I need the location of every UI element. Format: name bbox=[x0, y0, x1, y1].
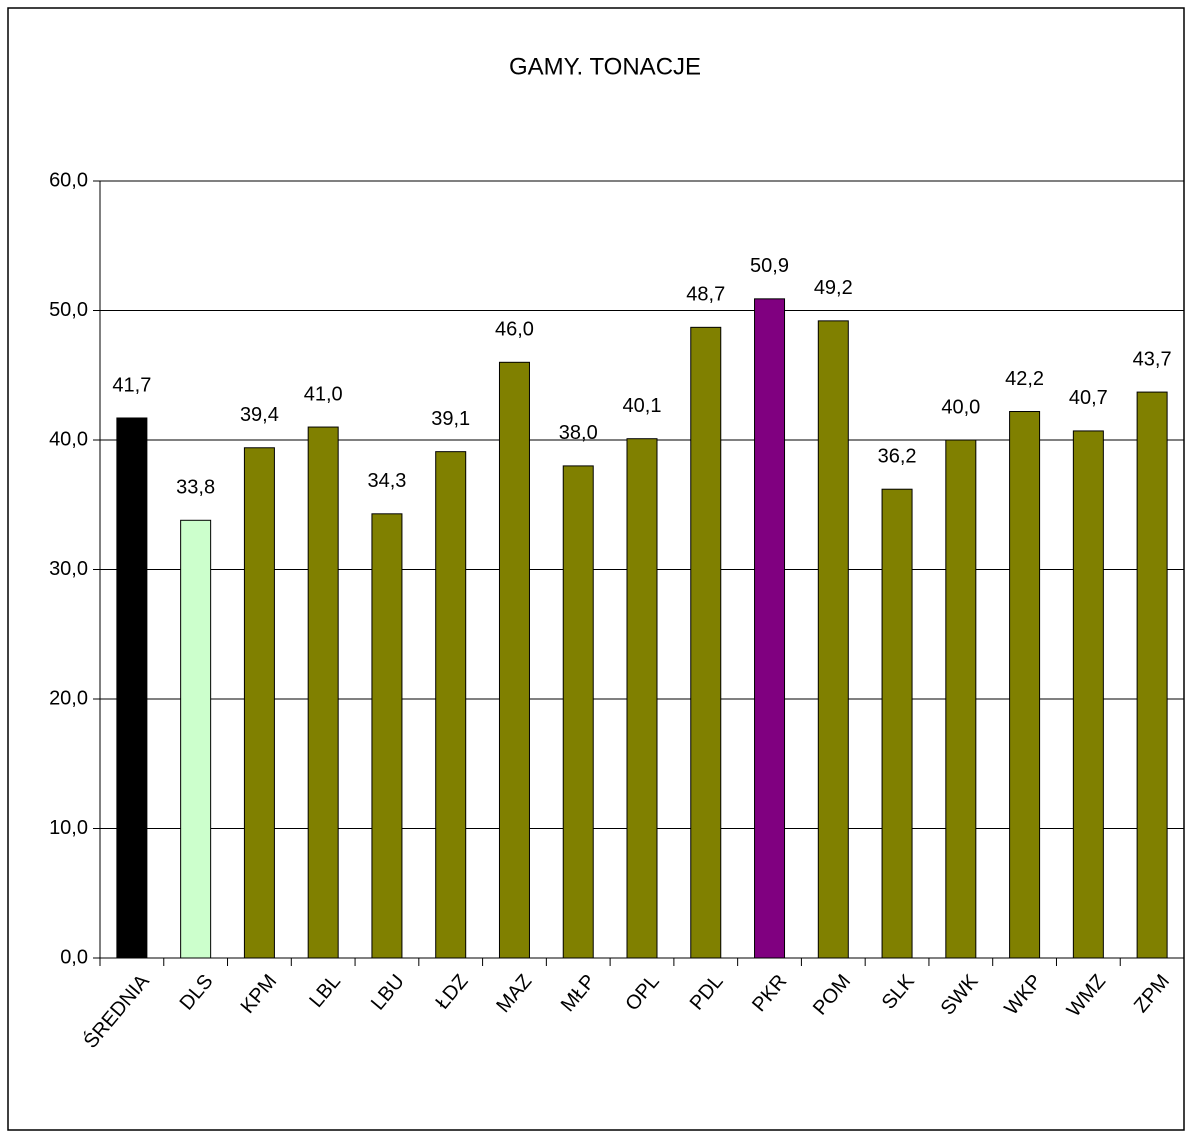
y-tick-label: 20,0 bbox=[49, 687, 88, 709]
bar bbox=[1136, 391, 1168, 959]
data-label: 49,2 bbox=[814, 277, 853, 299]
y-tick-label: 60,0 bbox=[49, 169, 88, 191]
data-label: 33,8 bbox=[176, 477, 215, 499]
bar bbox=[116, 417, 148, 959]
y-tick-label: 50,0 bbox=[49, 299, 88, 321]
data-label: 39,4 bbox=[240, 404, 279, 426]
data-label: 40,0 bbox=[941, 396, 980, 418]
bar bbox=[498, 361, 530, 959]
bar bbox=[307, 426, 339, 959]
data-label: 48,7 bbox=[686, 284, 725, 306]
data-label: 42,2 bbox=[1005, 368, 1044, 390]
data-label: 43,7 bbox=[1133, 348, 1172, 370]
data-label: 41,7 bbox=[112, 374, 151, 396]
bar bbox=[562, 465, 594, 959]
y-tick-label: 40,0 bbox=[49, 428, 88, 450]
bar bbox=[945, 439, 977, 959]
bar bbox=[180, 519, 212, 959]
bar bbox=[243, 447, 275, 959]
y-tick-label: 30,0 bbox=[49, 558, 88, 580]
data-label: 46,0 bbox=[495, 319, 534, 341]
y-tick-label: 0,0 bbox=[60, 946, 88, 968]
data-label: 36,2 bbox=[878, 445, 917, 467]
bar bbox=[371, 513, 403, 959]
data-label: 34,3 bbox=[367, 470, 406, 492]
y-tick-label: 10,0 bbox=[49, 817, 88, 839]
bar bbox=[881, 488, 913, 959]
data-label: 39,1 bbox=[431, 408, 470, 430]
bar bbox=[690, 326, 722, 959]
data-label: 40,7 bbox=[1069, 387, 1108, 409]
bar bbox=[626, 438, 658, 959]
bar bbox=[1072, 430, 1104, 959]
bar bbox=[435, 451, 467, 959]
data-label: 40,1 bbox=[623, 395, 662, 417]
data-label: 38,0 bbox=[559, 422, 598, 444]
bar bbox=[754, 298, 786, 959]
data-label: 50,9 bbox=[750, 255, 789, 277]
data-label: 41,0 bbox=[304, 383, 343, 405]
bar bbox=[817, 320, 849, 959]
chart-title: GAMY. TONACJE bbox=[509, 53, 701, 80]
bar bbox=[1009, 411, 1041, 959]
